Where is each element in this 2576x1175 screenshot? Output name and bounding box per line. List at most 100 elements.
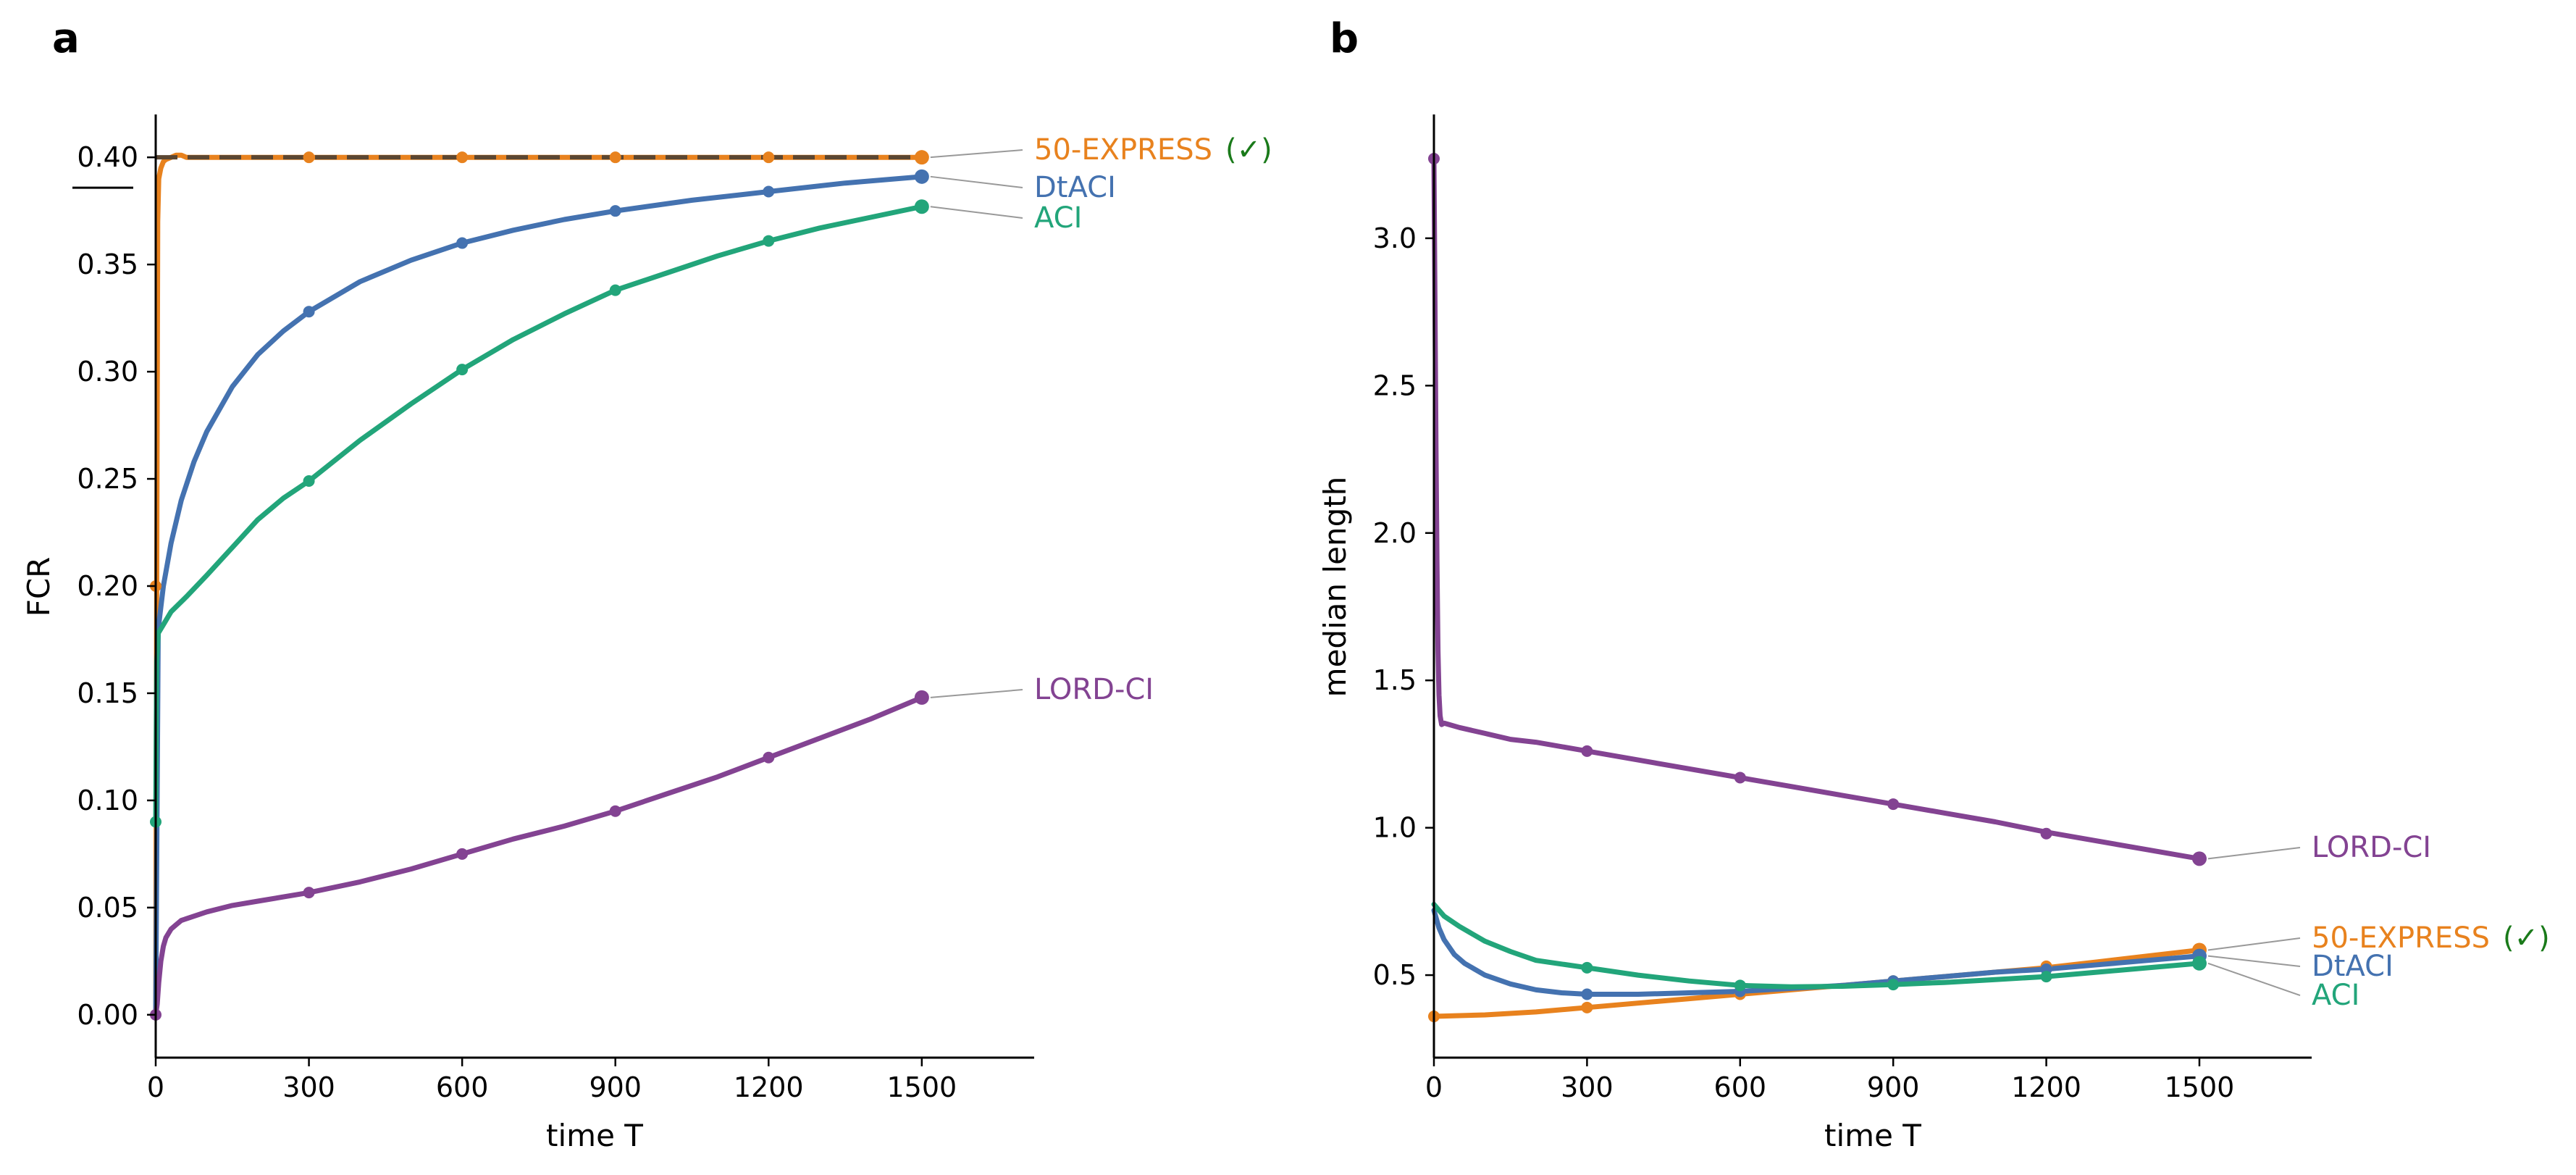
panel-b-marker-aci [2040, 971, 2052, 983]
panel-b-y-tick-label: 2.0 [1373, 517, 1417, 549]
panel-a-series-line-lord-ci [153, 695, 925, 1018]
panel-b-marker-lord-ci [1887, 798, 1900, 811]
panel-a-check-mark-50-express: (✓) [1225, 133, 1272, 167]
panel-b-marker-aci [2191, 956, 2207, 971]
panel-a-leader-line-lord-ci [930, 689, 1023, 698]
panel-a-leader-line-dtaci [930, 175, 1023, 188]
panel-b-y-tick-label: 1.0 [1373, 812, 1417, 844]
panel-b-y-ticks: 0.5 1.0 1.5 2.0 2.5 3.0 [1373, 222, 1434, 991]
panel-a-marker-50-express [914, 150, 929, 165]
panel-b-letter: b [1330, 15, 1359, 62]
panel-a-leader-line-aci [930, 206, 1023, 219]
panel-b-marker-dtaci [1581, 988, 1593, 1000]
panel-a-x-tick-label: 900 [589, 1071, 642, 1103]
panel-b-marker-aci [1581, 961, 1593, 974]
panel-b-marker-lord-ci [1581, 745, 1593, 757]
panel-b-marker-lord-ci [2191, 851, 2207, 866]
panel-a-series-line-aci [153, 204, 925, 824]
panel-a-y-tick-label: 0.25 [77, 463, 138, 495]
panel-a-letter: a [52, 15, 80, 62]
panel-b-check-mark-50-express: (✓) [2503, 921, 2550, 955]
panel-a-marker-50-express [303, 151, 315, 164]
panel-a-y-tick-label: 0.30 [77, 356, 138, 388]
panel-a-series-line-dtaci [153, 174, 925, 1018]
panel-a-series-label-dtaci: DtACI [1034, 171, 1116, 204]
panel-a-marker-50-express [609, 151, 621, 164]
panel-b-y-axis-label: median length [1317, 477, 1353, 698]
panel-a-marker-dtaci [303, 306, 315, 318]
panel-a-marker-dtaci [456, 237, 469, 249]
panel-b-x-tick-label: 0 [1425, 1071, 1443, 1103]
panel-b-x-tick-label: 900 [1867, 1071, 1920, 1103]
panel-a-marker-aci [763, 235, 775, 247]
panel-a-marker-lord-ci [763, 751, 775, 764]
panel-b-series-line-dtaci [1431, 908, 2202, 997]
panel-a-x-axis-label: time T [546, 1118, 643, 1153]
panel-a-y-tick-label: 0.20 [77, 570, 138, 602]
panel-a-marker-dtaci [914, 169, 929, 184]
panel-a-x-tick-label: 600 [436, 1071, 489, 1103]
panel-a-marker-lord-ci [456, 848, 469, 860]
panel-a-y-tick-label: 0.15 [77, 677, 138, 709]
panel-a-y-tick-label: 0.00 [77, 999, 138, 1031]
panel-b-leader-line-aci [2207, 962, 2301, 996]
panel-b-series-label-aci: ACI [2312, 979, 2359, 1012]
panel-a-marker-aci [914, 199, 929, 214]
panel-a-x-tick-label: 300 [282, 1071, 335, 1103]
panel-b-leader-line-dtaci [2207, 955, 2301, 967]
panel-a-series-label-50-express: 50-EXPRESS [1034, 133, 1212, 167]
panel-a-y-tick-label: 0.05 [77, 892, 138, 924]
panel-b-series-label-dtaci: DtACI [2312, 950, 2394, 983]
panel-a-y-tick-label: 0.40 [77, 141, 138, 173]
panel-b-marker-lord-ci [2040, 827, 2052, 840]
panel-a-marker-aci [609, 284, 621, 296]
panel-a-marker-50-express [456, 151, 469, 164]
panel-a-x-tick-label: 1200 [734, 1071, 804, 1103]
panel-a-series-line-50-express [153, 152, 925, 1018]
panel-a-marker-lord-ci [609, 805, 621, 817]
panel-b-x-tick-label: 1200 [2011, 1071, 2081, 1103]
panel-a-plot [150, 150, 929, 1021]
panel-a-x-tick-label: 0 [147, 1071, 164, 1103]
panel-b-marker-aci [1734, 979, 1746, 992]
panel-a-x-ticks: 0 300 600 900 1200 1500 [147, 1058, 957, 1103]
panel-b-series-label-50-express: 50-EXPRESS [2312, 921, 2490, 955]
panel-b-marker-lord-ci [1734, 772, 1746, 784]
panel-a-marker-50-express [763, 151, 775, 164]
panel-b-x-axis-label: time T [1824, 1118, 1921, 1153]
panel-b-x-tick-label: 600 [1714, 1071, 1767, 1103]
panel-b-y-tick-label: 3.0 [1373, 222, 1417, 254]
panel-a-marker-dtaci [609, 205, 621, 217]
panel-a-marker-lord-ci [303, 887, 315, 899]
panel-a-y-ticks: 0.00 0.05 0.10 0.15 0.20 0.25 0.30 0.35 0.40 [72, 141, 156, 1031]
panel-b-marker-50-express [1581, 1001, 1593, 1013]
panel-b-leader-line-lord-ci [2207, 847, 2301, 860]
panel-a-marker-lord-ci [914, 690, 929, 705]
panel-b-y-tick-label: 1.5 [1373, 664, 1417, 696]
panel-a-y-tick-label: 0.10 [77, 785, 138, 816]
panel-a-marker-dtaci [763, 185, 775, 198]
panel-b-x-tick-label: 1500 [2165, 1071, 2235, 1103]
panel-b-y-tick-label: 0.5 [1373, 959, 1417, 991]
panel-b-plot [1428, 153, 2207, 1023]
panel-a-y-tick-label: 0.35 [77, 248, 138, 280]
panel-b-x-ticks: 0 300 600 900 1200 1500 [1425, 1058, 2234, 1103]
panel-a-marker-aci [303, 475, 315, 488]
panel-a-x-tick-label: 1500 [886, 1071, 957, 1103]
panel-a-leader-line-50-express [930, 149, 1023, 159]
panel-b-series-line-aci [1431, 901, 2202, 990]
panel-a-y-axis-label: FCR [21, 557, 56, 617]
panel-b-series-line-lord-ci [1431, 156, 2202, 861]
panel-b: b 0 300 600 900 1200 1500 0.51.01.52.02.53.0 … [1317, 15, 2550, 1153]
panel-a-series-label-aci: ACI [1034, 201, 1082, 235]
panel-b-y-tick-label: 2.5 [1373, 369, 1417, 401]
panel-b-series-label-lord-ci: LORD-CI [2312, 831, 2431, 864]
panel-b-leader-line-50-express [2207, 937, 2301, 951]
panel-b-marker-aci [1887, 979, 1900, 991]
panel-a: a 0 300 600 900 1200 1500 0.00 0.05 0.10 0.15 0.2… [21, 15, 1272, 1153]
panel-a-series-label-lord-ci: LORD-CI [1034, 673, 1154, 706]
panel-a-marker-aci [456, 364, 469, 376]
